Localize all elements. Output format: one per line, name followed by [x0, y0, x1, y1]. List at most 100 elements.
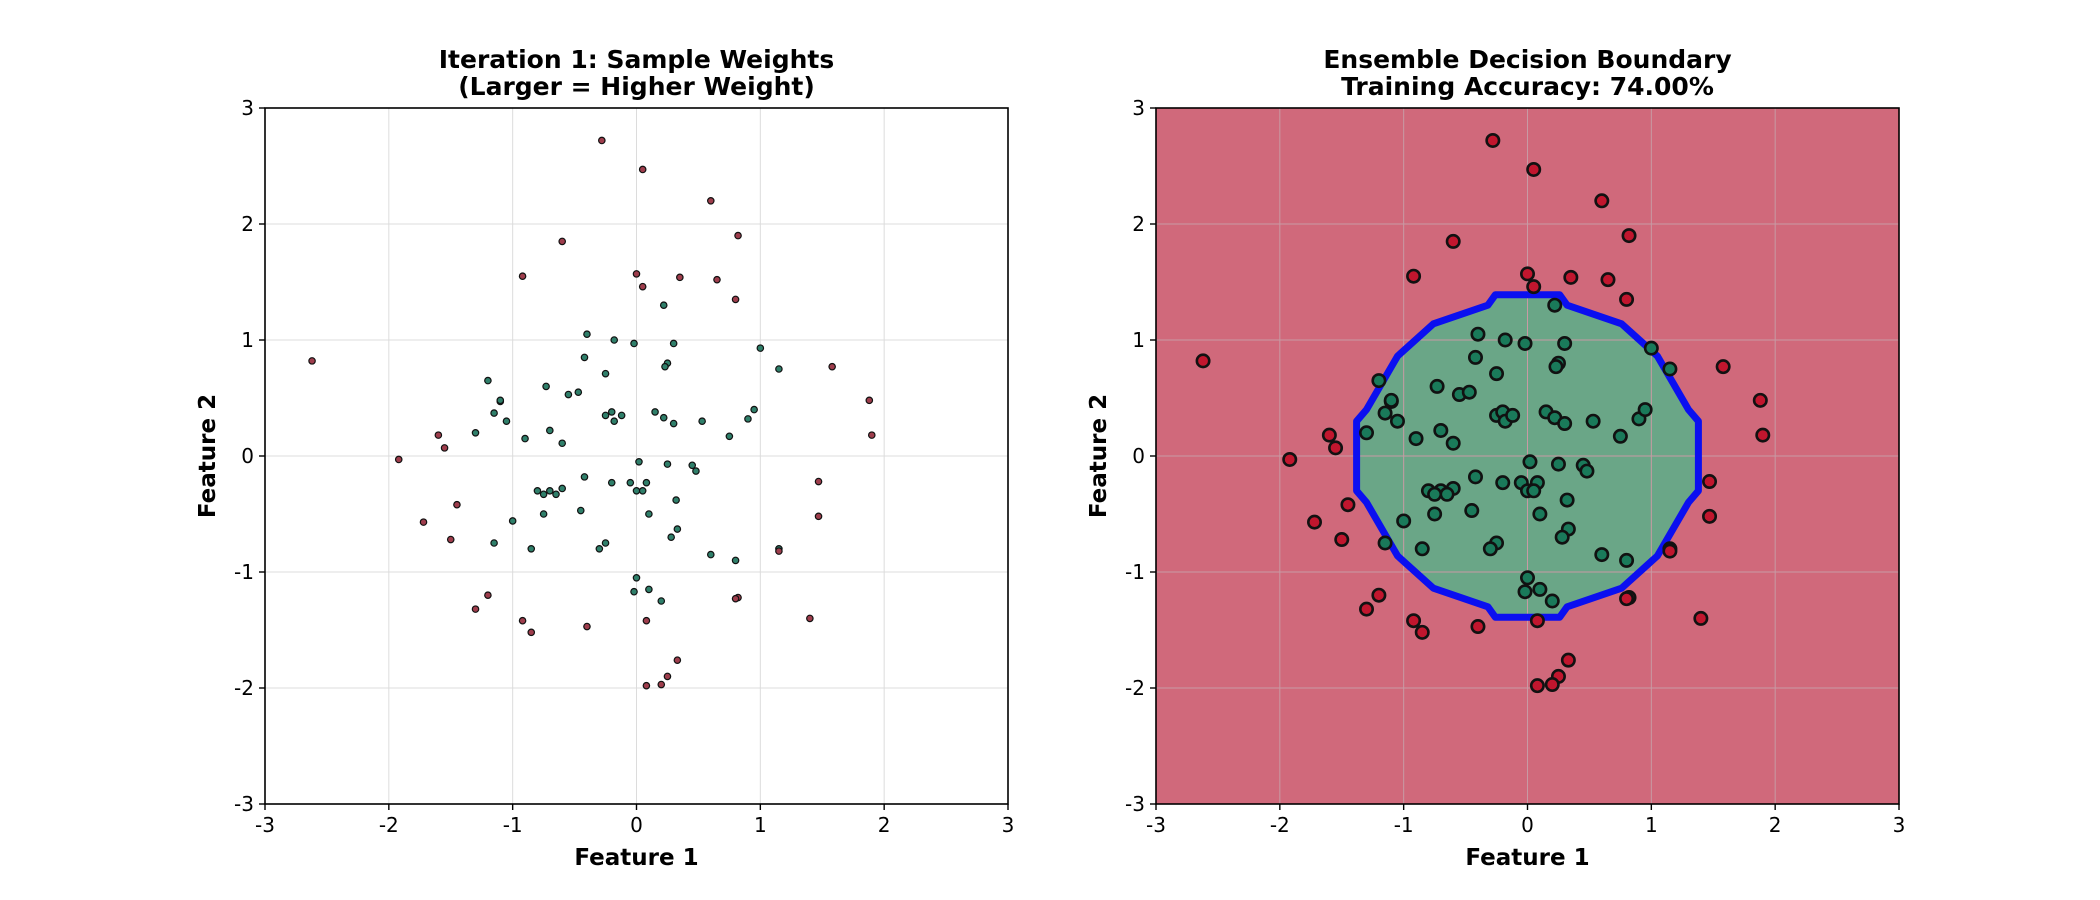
data-point-inner-class: [1559, 492, 1575, 508]
data-point-inner-class: [484, 376, 492, 385]
data-point-outer-class: [434, 431, 443, 439]
data-point-outer-class: [867, 431, 876, 439]
data-point-inner-class: [659, 413, 668, 422]
data-point-outer-class: [731, 295, 740, 304]
data-point-inner-class: [617, 411, 626, 420]
x-tick-label: -2: [1270, 813, 1290, 837]
data-point-outer-class: [440, 444, 449, 452]
data-point-inner-class: [1429, 378, 1445, 394]
data-point-inner-class: [1547, 297, 1563, 313]
y-tick-label: 0: [1132, 444, 1145, 468]
data-point-outer-class: [484, 591, 492, 600]
data-point-inner-class: [539, 490, 548, 499]
data-point-outer-class: [1529, 678, 1545, 694]
data-point-inner-class: [1383, 392, 1399, 408]
y-tick-label: 2: [1132, 212, 1145, 236]
data-point-inner-class: [659, 301, 668, 310]
data-point-inner-class: [1482, 541, 1498, 557]
data-point-inner-class: [580, 473, 589, 481]
data-point-outer-class: [1621, 228, 1637, 244]
x-tick-label: 0: [630, 813, 643, 837]
data-point-outer-class: [1662, 543, 1678, 559]
x-tick-label: 1: [1645, 813, 1658, 837]
data-point-outer-class: [1715, 359, 1731, 375]
data-point-outer-class: [518, 616, 527, 625]
data-point-outer-class: [1520, 266, 1536, 282]
x-tick-label: -1: [1394, 813, 1414, 837]
data-point-inner-class: [692, 467, 700, 475]
data-point-outer-class: [865, 396, 874, 405]
data-point-outer-class: [638, 282, 647, 291]
data-point-inner-class: [642, 478, 651, 487]
data-point-outer-class: [1755, 427, 1771, 443]
left-points: [308, 136, 876, 690]
data-point-inner-class: [1427, 486, 1443, 502]
data-point-inner-class: [1643, 340, 1659, 356]
data-point-inner-class: [744, 415, 752, 423]
data-point-outer-class: [1529, 613, 1545, 629]
data-point-outer-class: [814, 477, 823, 486]
data-point-outer-class: [527, 628, 536, 637]
data-point-inner-class: [546, 486, 554, 495]
right-ticks: -3 -2 -1 0 1 2 3 -3 -2 -1 0 1 2 3: [1125, 96, 1905, 837]
data-point-outer-class: [1340, 497, 1356, 513]
data-point-inner-class: [601, 411, 610, 420]
data-point-inner-class: [539, 510, 548, 518]
data-point-inner-class: [626, 478, 635, 487]
data-point-inner-class: [546, 426, 554, 435]
data-point-inner-class: [698, 417, 706, 426]
data-point-inner-class: [1497, 332, 1513, 348]
data-point-outer-class: [642, 681, 651, 690]
right-ylabel: Feature 2: [1086, 394, 1112, 518]
decision-boundary: [1353, 291, 1702, 621]
data-point-inner-class: [1548, 359, 1564, 375]
x-tick-label: 0: [1521, 813, 1534, 837]
data-point-outer-class: [1445, 233, 1461, 249]
left-xlabel: Feature 1: [574, 845, 698, 871]
data-point-inner-class: [1585, 413, 1601, 429]
data-point-inner-class: [521, 434, 529, 443]
data-point-inner-class: [1526, 483, 1542, 499]
data-point-inner-class: [1662, 361, 1678, 377]
data-point-outer-class: [706, 197, 715, 205]
data-point-inner-class: [1470, 326, 1486, 342]
data-point-inner-class: [1359, 425, 1375, 441]
data-point-inner-class: [1445, 435, 1461, 451]
data-point-inner-class: [667, 533, 675, 542]
data-point-inner-class: [1505, 407, 1521, 423]
x-tick-label: -2: [379, 813, 399, 837]
data-point-inner-class: [1396, 513, 1412, 529]
data-point-inner-class: [580, 353, 589, 362]
data-point-inner-class: [1377, 405, 1393, 421]
data-point-inner-class: [1532, 506, 1548, 522]
left-panel: -3 -2 -1 0 1 2 3 -3 -2 -1 0 1 2 3 Iteration 1: Sample…: [195, 45, 1014, 871]
data-point-inner-class: [1637, 402, 1653, 418]
data-point-inner-class: [661, 362, 669, 371]
data-point-outer-class: [1702, 474, 1718, 490]
data-point-inner-class: [673, 525, 682, 533]
data-point-outer-class: [1485, 132, 1501, 148]
data-point-inner-class: [490, 539, 498, 547]
y-tick-label: 3: [241, 96, 254, 120]
data-point-inner-class: [1522, 454, 1538, 470]
data-point-inner-class: [1489, 366, 1505, 382]
data-point-outer-class: [642, 616, 651, 625]
data-point-outer-class: [806, 614, 814, 623]
data-point-inner-class: [635, 457, 643, 466]
data-point-outer-class: [657, 680, 666, 689]
data-point-inner-class: [775, 365, 783, 373]
data-point-inner-class: [1554, 529, 1570, 545]
data-point-outer-class: [673, 656, 682, 664]
data-point-inner-class: [632, 573, 641, 582]
data-point-inner-class: [1612, 428, 1628, 444]
data-point-inner-class: [638, 486, 647, 495]
data-point-outer-class: [1406, 268, 1422, 284]
data-point-outer-class: [1560, 652, 1576, 668]
data-point-outer-class: [731, 594, 740, 603]
x-tick-label: -1: [503, 813, 523, 837]
left-title-line2: (Larger = Higher Weight): [458, 72, 815, 101]
right-xlabel: Feature 1: [1465, 845, 1589, 871]
y-tick-label: -1: [1125, 560, 1145, 584]
data-point-inner-class: [1544, 593, 1560, 609]
data-point-inner-class: [725, 432, 734, 441]
